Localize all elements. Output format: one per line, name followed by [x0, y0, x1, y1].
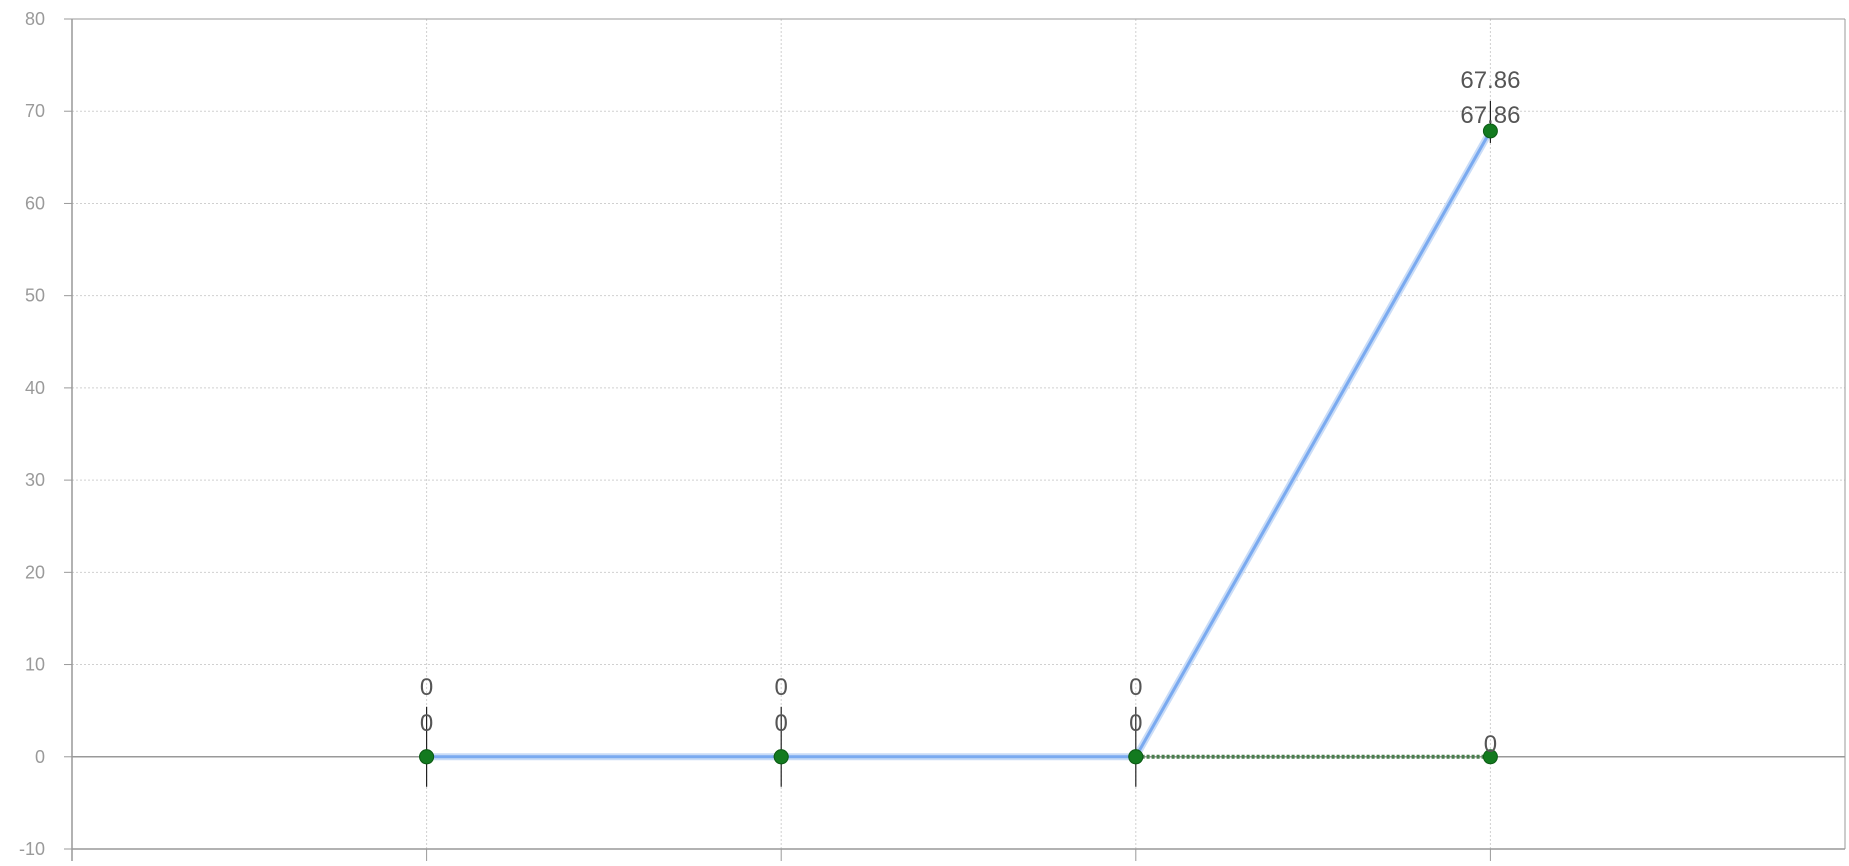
series-1-data-label-secondary: 67.86	[1460, 102, 1520, 129]
y-tick-label: 10	[25, 655, 45, 675]
series-1-point	[1482, 123, 1498, 139]
y-tick-label: 40	[25, 378, 45, 398]
y-tick-label: 0	[35, 747, 45, 767]
series-2-data-label: 0	[775, 710, 788, 737]
series-2-point	[773, 749, 789, 765]
y-tick-label: 80	[25, 9, 45, 29]
series-1-line-halo	[426, 129, 1494, 761]
series-1-data-label: 0	[1129, 674, 1142, 701]
series-1-data-label: 0	[420, 674, 433, 701]
series-1-line	[426, 130, 1492, 759]
y-tick-label: 20	[25, 562, 45, 582]
series-2-data-label: 0	[420, 710, 433, 737]
y-tick-label: -10	[19, 839, 45, 859]
series-2-point	[419, 749, 435, 765]
y-tick-label: 60	[25, 193, 45, 213]
series-1-data-label: 0	[775, 674, 788, 701]
series-2-data-label: 0	[1129, 710, 1142, 737]
y-tick-label: 50	[25, 286, 45, 306]
series-2-point	[1482, 749, 1498, 765]
series-1-data-label: 67.86	[1460, 67, 1520, 94]
y-tick-label: 30	[25, 470, 45, 490]
series-2-point	[1128, 749, 1144, 765]
y-tick-label: 70	[25, 101, 45, 121]
series-2-data-label: 0	[1484, 731, 1497, 758]
